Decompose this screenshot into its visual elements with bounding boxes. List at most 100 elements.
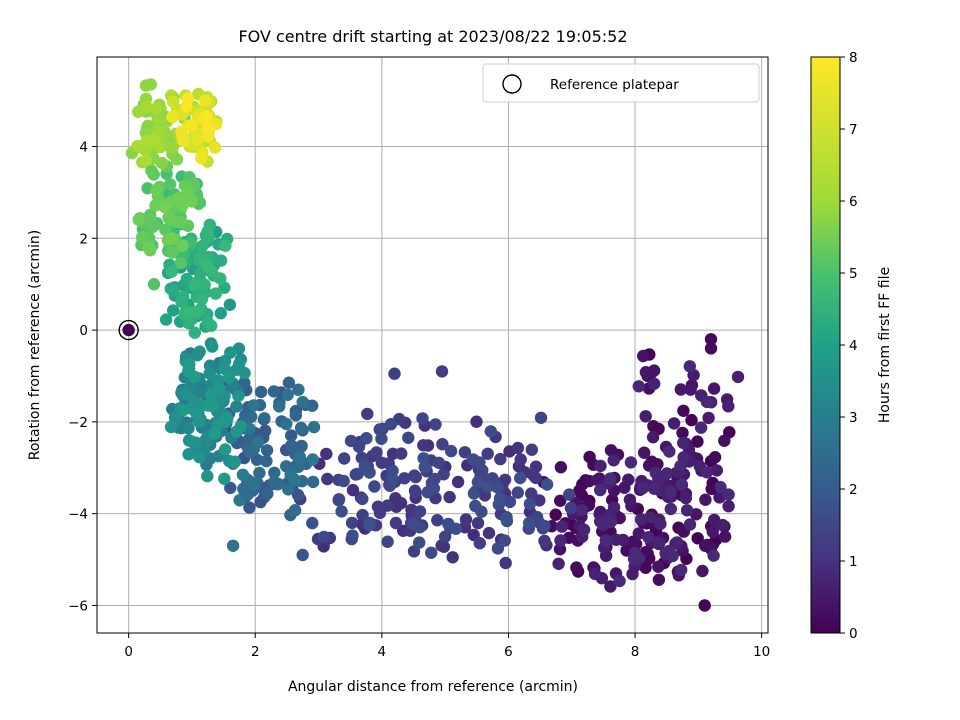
- scatter-point: [292, 383, 305, 396]
- scatter-point: [163, 178, 177, 191]
- scatter-point: [469, 499, 482, 513]
- scatter-point: [183, 358, 196, 371]
- scatter-point: [321, 472, 334, 486]
- scatter-point: [575, 504, 589, 517]
- scatter-point: [320, 447, 333, 461]
- scatter-point: [285, 439, 298, 452]
- scatter-point: [481, 480, 494, 493]
- scatter-point: [375, 456, 388, 469]
- scatter-point: [196, 240, 209, 253]
- scatter-point: [652, 573, 666, 586]
- scatter-point: [296, 548, 309, 562]
- scatter-point: [296, 395, 309, 409]
- scatter-point: [632, 527, 645, 540]
- scatter-point: [159, 223, 172, 237]
- scatter-point: [268, 466, 281, 479]
- scatter-point: [604, 580, 617, 593]
- scatter-point: [198, 278, 211, 291]
- colorbar: [810, 56, 841, 634]
- y-tick-label: 2: [79, 231, 88, 247]
- scatter-point: [722, 500, 735, 513]
- scatter-point: [208, 426, 221, 440]
- scatter-point: [228, 455, 242, 468]
- scatter-point: [233, 494, 246, 507]
- scatter-point: [683, 518, 697, 531]
- scatter-point: [151, 112, 165, 126]
- scatter-point: [238, 366, 251, 380]
- scatter-point: [306, 516, 319, 530]
- legend: Reference platepar: [482, 63, 760, 103]
- scatter-point: [295, 439, 308, 453]
- colorbar-tick-label: 8: [849, 50, 858, 66]
- scatter-point: [281, 388, 294, 401]
- scatter-point: [221, 412, 234, 425]
- scatter-point: [428, 472, 441, 486]
- scatter-point: [552, 557, 565, 570]
- scatter-point: [408, 469, 421, 482]
- scatter-point: [413, 536, 426, 549]
- scatter-point: [356, 492, 369, 506]
- scatter-point: [674, 459, 687, 473]
- scatter-point: [698, 599, 711, 612]
- scatter-point: [700, 466, 713, 479]
- scatter-point: [363, 516, 377, 530]
- scatter-point: [177, 134, 191, 148]
- scatter-point: [458, 446, 472, 459]
- scatter-point: [702, 411, 715, 425]
- scatter-point: [435, 365, 449, 378]
- scatter-point: [677, 436, 690, 450]
- scatter-point: [594, 483, 607, 497]
- scatter-point: [214, 254, 228, 267]
- scatter-point: [648, 377, 661, 390]
- x-tick-label: 6: [504, 644, 513, 660]
- scatter-point: [155, 156, 169, 170]
- scatter-point: [413, 505, 427, 518]
- scatter-point: [247, 399, 260, 412]
- scatter-point: [282, 376, 296, 389]
- scatter-point: [660, 467, 674, 480]
- scatter-point: [282, 483, 295, 496]
- scatter-point: [233, 357, 246, 371]
- scatter-point: [288, 474, 301, 487]
- scatter-point: [294, 421, 308, 435]
- scatter-point: [363, 466, 376, 479]
- scatter-point: [306, 453, 319, 466]
- colorbar-tick-label: 1: [849, 554, 858, 570]
- scatter-point: [700, 395, 714, 409]
- scatter-point: [195, 292, 209, 306]
- scatter-point: [704, 333, 718, 346]
- scatter-point: [694, 421, 708, 434]
- scatter-point: [306, 475, 320, 489]
- scatter-point: [466, 453, 480, 466]
- scatter-point: [425, 546, 438, 559]
- scatter-point: [685, 413, 698, 427]
- scatter-point: [174, 256, 187, 270]
- scatter-point: [604, 472, 617, 485]
- scatter-point: [707, 549, 720, 562]
- scatter-point: [639, 561, 652, 574]
- scatter-point: [642, 531, 655, 544]
- scatter-point: [158, 200, 171, 214]
- scatter-point: [664, 502, 677, 516]
- scatter-point: [647, 420, 660, 433]
- scatter-point: [443, 490, 456, 504]
- scatter-point: [444, 444, 458, 458]
- scatter-point: [206, 340, 219, 353]
- scatter-point: [250, 453, 264, 466]
- scatter-point: [337, 474, 350, 488]
- scatter-point: [540, 478, 554, 491]
- scatter-point: [594, 459, 607, 473]
- scatter-point: [260, 454, 273, 468]
- scatter-point: [166, 246, 179, 259]
- scatter-point: [491, 542, 505, 555]
- scatter-point: [351, 467, 364, 481]
- y-tick-label: 4: [79, 139, 88, 155]
- x-axis-ticks: 0 2 4 6 8 10: [124, 633, 770, 660]
- scatter-point: [599, 534, 612, 547]
- colorbar-tick-label: 6: [849, 194, 858, 210]
- scatter-point: [338, 452, 351, 465]
- scatter-point: [198, 94, 212, 107]
- scatter-point: [193, 451, 206, 464]
- scatter-point: [253, 466, 266, 480]
- scatter-point: [176, 404, 189, 417]
